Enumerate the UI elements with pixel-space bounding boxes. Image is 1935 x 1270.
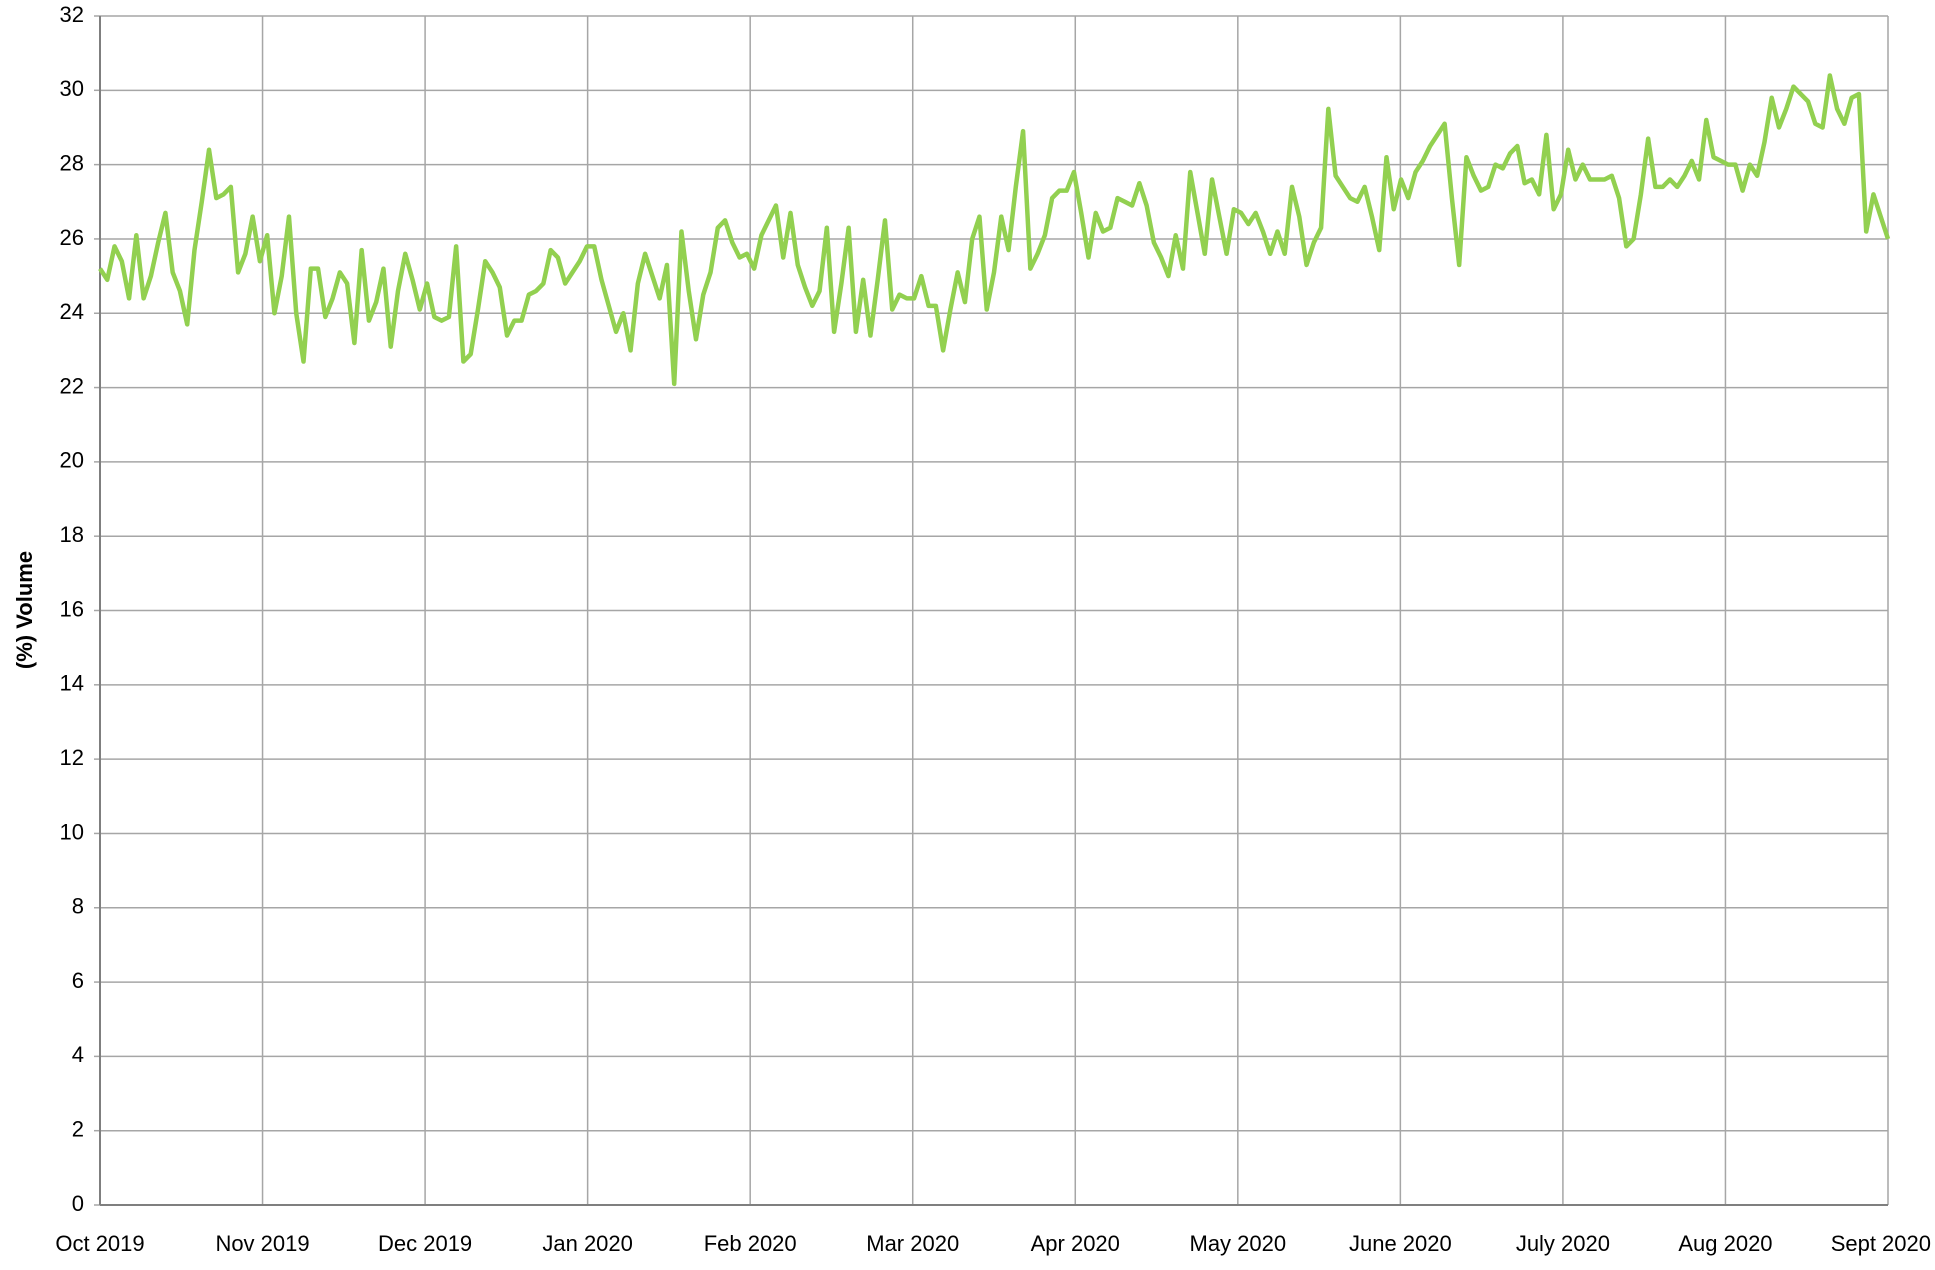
x-tick-label: Apr 2020 bbox=[1031, 1231, 1120, 1256]
y-tick-label: 28 bbox=[60, 150, 84, 175]
y-tick-label: 4 bbox=[72, 1042, 84, 1067]
y-tick-label: 14 bbox=[60, 671, 84, 696]
x-tick-label: Aug 2020 bbox=[1678, 1231, 1772, 1256]
y-tick-label: 12 bbox=[60, 745, 84, 770]
y-axis-title: (%) Volume bbox=[12, 551, 37, 669]
x-tick-label: July 2020 bbox=[1516, 1231, 1610, 1256]
x-tick-label: June 2020 bbox=[1349, 1231, 1452, 1256]
y-tick-label: 10 bbox=[60, 819, 84, 844]
x-tick-label: May 2020 bbox=[1190, 1231, 1287, 1256]
y-tick-label: 16 bbox=[60, 596, 84, 621]
y-tick-label: 26 bbox=[60, 225, 84, 250]
x-tick-label: Sept 2020 bbox=[1831, 1231, 1931, 1256]
y-tick-label: 18 bbox=[60, 522, 84, 547]
y-tick-label: 24 bbox=[60, 299, 84, 324]
y-tick-label: 8 bbox=[72, 894, 84, 919]
x-tick-label: Nov 2019 bbox=[215, 1231, 309, 1256]
y-tick-label: 32 bbox=[60, 2, 84, 27]
y-tick-label: 0 bbox=[72, 1191, 84, 1216]
y-tick-label: 30 bbox=[60, 76, 84, 101]
x-tick-label: Jan 2020 bbox=[542, 1231, 633, 1256]
y-tick-label: 20 bbox=[60, 448, 84, 473]
x-tick-label: Feb 2020 bbox=[704, 1231, 797, 1256]
x-tick-label: Mar 2020 bbox=[866, 1231, 959, 1256]
y-tick-label: 6 bbox=[72, 968, 84, 993]
x-tick-label: Oct 2019 bbox=[55, 1231, 144, 1256]
data-line bbox=[98, 73, 1891, 387]
y-tick-label: 22 bbox=[60, 373, 84, 398]
y-tick-label: 2 bbox=[72, 1117, 84, 1142]
x-tick-label: Dec 2019 bbox=[378, 1231, 472, 1256]
